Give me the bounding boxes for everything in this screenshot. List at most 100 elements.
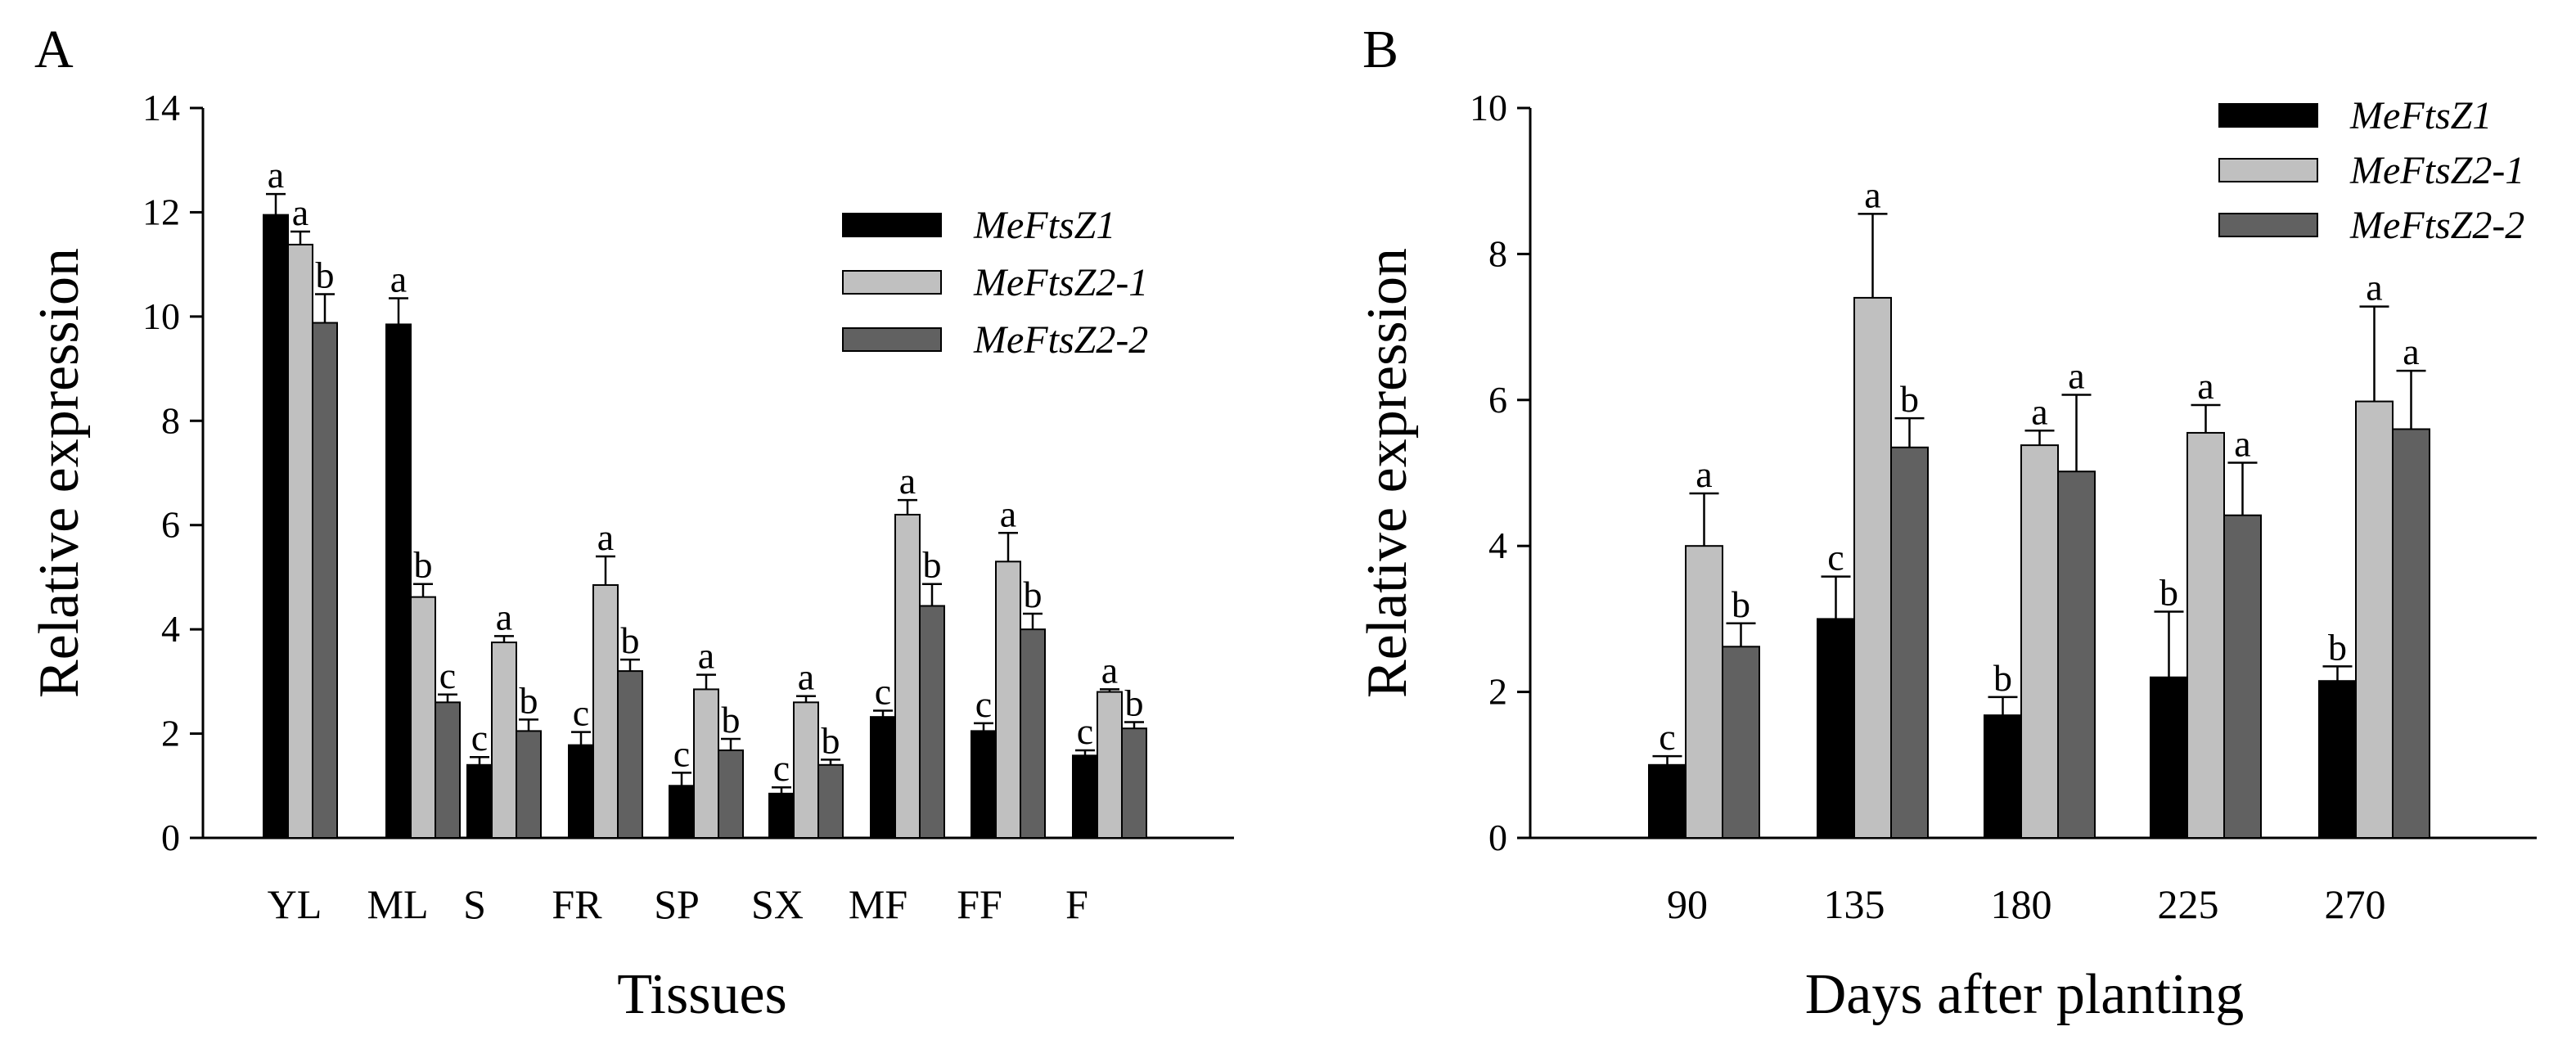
significance-letter: a [1696,453,1712,495]
y-tick-label: 12 [142,191,180,232]
legend-swatch [842,327,942,352]
bar [491,642,517,839]
y-tick-label: 4 [161,608,180,650]
legend-label: MeFtsZ1 [2349,94,2492,137]
bar [669,785,695,839]
bar [793,701,819,839]
significance-letter: b [520,679,538,721]
x-tick-label: S [463,881,486,927]
bar [568,744,594,839]
bar [287,243,313,839]
bar [919,605,945,839]
bar [971,730,997,840]
significance-letter: a [2366,267,2382,308]
significance-letter: c [439,655,456,696]
legend-swatch [842,270,942,295]
bar [1121,727,1147,840]
legend-swatch [2218,158,2318,182]
bar [592,583,619,839]
bar [1984,714,2022,839]
legend-label: MeFtsZ2-1 [973,261,1148,304]
bar [1890,446,1929,840]
x-tick-label: SX [751,881,804,927]
bar [312,322,338,839]
legend-swatch [2218,213,2318,237]
significance-letter: a [798,656,814,698]
bar [1685,545,1723,839]
significance-letter: a [899,460,916,502]
y-tick-label: 0 [1488,817,1507,858]
significance-letter: a [390,259,407,300]
x-axis-title: Days after planting [1805,963,2244,1026]
bar [516,730,542,840]
x-axis-title: Tissues [617,963,787,1026]
bar [1648,763,1687,839]
significance-letter: b [414,544,433,586]
x-tick-label: SP [654,881,700,927]
legend-label: MeFtsZ2-2 [2349,204,2524,247]
significance-letter: a [1000,493,1016,534]
y-tick-label: 2 [1488,671,1507,713]
significance-letter: a [597,516,614,558]
bar [617,670,643,839]
significance-letter: c [573,692,589,734]
significance-letter: c [875,671,891,713]
significance-letter: b [1993,657,2012,699]
bar [768,792,795,839]
bar [2392,428,2430,839]
x-tick-label: 225 [2158,881,2219,927]
significance-letter: b [822,719,840,761]
bar [1072,754,1098,839]
y-tick-label: 6 [161,504,180,546]
x-tick-label: F [1065,881,1088,927]
significance-letter: a [1101,649,1118,691]
bar [2020,444,2059,839]
x-tick-label: 180 [1991,881,2052,927]
bar [410,596,436,839]
significance-letter: b [2159,571,2178,613]
bar [2223,514,2262,840]
significance-letter: a [698,635,714,677]
significance-letter: b [1024,574,1043,615]
bar [817,763,844,839]
legend-label: MeFtsZ1 [973,204,1115,247]
x-tick-label: FF [957,881,1002,927]
bar [1097,691,1123,839]
y-tick-label: 6 [1488,379,1507,421]
bar [718,749,744,840]
significance-letter: b [722,699,741,741]
bar [435,701,461,839]
y-tick-label: 0 [161,817,180,858]
y-tick-label: 8 [161,399,180,441]
bar [2318,680,2357,839]
significance-letter: b [923,544,942,586]
y-tick-label: 10 [142,295,180,337]
significance-letter: c [673,732,690,774]
significance-letter: a [2403,331,2419,372]
legend-label: MeFtsZ2-1 [2349,149,2524,192]
panel-b: B 0 2 4 6 8 10 90 135 180 225 270 Days after plantin… [1356,20,2537,1026]
significance-letter: a [268,154,284,196]
x-tick-label: FR [552,881,602,927]
significance-letter: a [2234,423,2250,465]
significance-letter: b [2328,626,2347,668]
bar [2057,470,2096,839]
significance-letter: c [773,747,790,789]
x-tick-label: MF [849,881,907,927]
significance-letter: c [1827,537,1844,579]
significance-letter: b [1900,378,1919,420]
significance-letter: b [1125,682,1144,724]
bar [263,214,289,840]
bar [2150,676,2188,840]
bar [693,688,719,840]
panel-label: B [1362,20,1398,79]
bar [1722,646,1760,840]
significance-letter: a [1864,173,1880,215]
bar [1817,618,1855,840]
y-axis-title: Relative expression [28,248,91,698]
legend-swatch [842,213,942,237]
y-tick-label: 8 [1488,232,1507,274]
bar [1020,628,1046,840]
x-tick-label: 270 [2325,881,2386,927]
